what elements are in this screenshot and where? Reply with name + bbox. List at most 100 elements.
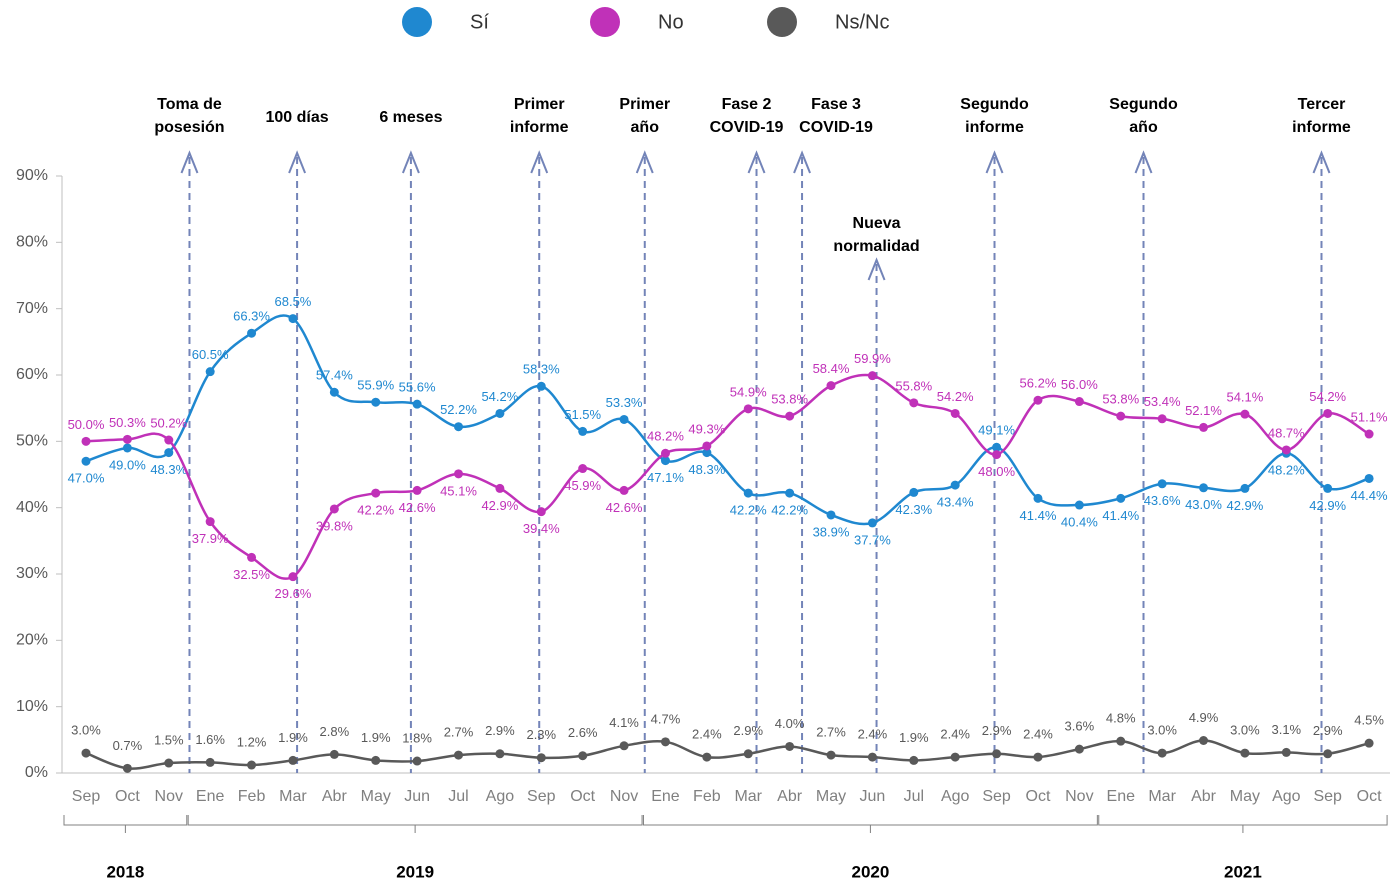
- data-label: 43.0%: [1185, 497, 1222, 512]
- data-point: [867, 371, 877, 381]
- data-point: [122, 443, 132, 453]
- data-point: [1281, 445, 1291, 455]
- data-point: [329, 504, 339, 514]
- data-label: 54.2%: [937, 389, 974, 404]
- year-bracket: [187, 815, 643, 833]
- data-label: 2.3%: [526, 727, 556, 742]
- x-tick-label: Oct: [570, 788, 595, 805]
- data-label: 50.2%: [150, 415, 187, 430]
- data-label: 48.3%: [150, 462, 187, 477]
- data-point: [81, 456, 91, 466]
- data-point: [578, 426, 588, 436]
- data-label: 2.9%: [982, 723, 1012, 738]
- data-point: [1323, 483, 1333, 493]
- y-tick-label: 90%: [16, 167, 48, 184]
- data-point: [247, 328, 257, 338]
- data-point: [329, 387, 339, 397]
- legend-marker: [402, 7, 432, 37]
- x-tick-label: Oct: [1357, 788, 1382, 805]
- arrow-head: [288, 150, 307, 174]
- annotation: Primer: [619, 96, 670, 113]
- x-tick-label: Ene: [196, 788, 225, 805]
- data-label: 53.8%: [771, 392, 808, 407]
- data-label: 1.2%: [237, 734, 267, 749]
- data-label: 0.7%: [113, 738, 143, 753]
- data-label: 54.2%: [1309, 389, 1346, 404]
- y-tick-label: 60%: [16, 366, 48, 383]
- data-point: [1157, 414, 1167, 424]
- annotation: Fase 2: [722, 96, 772, 113]
- x-tick-label: Jul: [904, 788, 924, 805]
- annotation: Segundo: [1109, 96, 1178, 113]
- data-point: [288, 314, 298, 324]
- annotation: COVID-19: [710, 119, 784, 136]
- year-bracket: [63, 815, 188, 833]
- data-point: [495, 483, 505, 493]
- data-point: [247, 552, 257, 562]
- data-label: 41.4%: [1020, 508, 1057, 523]
- annotation: Segundo: [960, 96, 1029, 113]
- annotation: Primer: [514, 96, 565, 113]
- annotation: posesión: [154, 119, 224, 136]
- data-point: [785, 488, 795, 498]
- x-tick-label: Sep: [1313, 788, 1342, 805]
- x-tick-label: Ene: [651, 788, 680, 805]
- data-label: 2.9%: [485, 723, 515, 738]
- data-point: [619, 485, 629, 495]
- y-tick-label: 30%: [16, 565, 48, 582]
- data-point: [1281, 747, 1291, 757]
- data-label: 56.0%: [1061, 377, 1098, 392]
- data-point: [1033, 493, 1043, 503]
- data-label: 43.4%: [937, 495, 974, 510]
- data-point: [1074, 744, 1084, 754]
- x-tick-label: Jul: [448, 788, 468, 805]
- data-point: [660, 737, 670, 747]
- data-point: [205, 367, 215, 377]
- data-point: [1074, 397, 1084, 407]
- data-label: 2.4%: [692, 727, 722, 742]
- data-point: [1033, 752, 1043, 762]
- data-label: 48.3%: [688, 462, 725, 477]
- x-tick-label: Ago: [941, 788, 970, 805]
- x-tick-label: Mar: [734, 788, 762, 805]
- data-label: 53.4%: [1144, 394, 1181, 409]
- data-point: [122, 434, 132, 444]
- data-point: [702, 448, 712, 458]
- data-label: 3.0%: [1230, 723, 1260, 738]
- data-point: [454, 422, 464, 432]
- data-label: 40.4%: [1061, 514, 1098, 529]
- data-label: 57.4%: [316, 368, 353, 383]
- legend-label: Ns/Nc: [835, 11, 889, 33]
- data-point: [1157, 748, 1167, 758]
- data-point: [371, 755, 381, 765]
- data-label: 42.9%: [1226, 498, 1263, 513]
- x-tick-label: Mar: [1148, 788, 1176, 805]
- data-label: 51.5%: [564, 407, 601, 422]
- data-label: 41.4%: [1102, 508, 1139, 523]
- data-point: [826, 510, 836, 520]
- data-label: 53.3%: [606, 395, 643, 410]
- data-point: [1199, 735, 1209, 745]
- legend-marker: [767, 7, 797, 37]
- data-label: 4.1%: [609, 715, 639, 730]
- data-point: [785, 741, 795, 751]
- data-point: [1157, 479, 1167, 489]
- year-bracket: [1098, 815, 1388, 833]
- data-label: 2.9%: [1313, 723, 1343, 738]
- data-label: 2.8%: [320, 724, 350, 739]
- year-label: 2020: [851, 862, 889, 881]
- data-label: 48.7%: [1268, 425, 1305, 440]
- data-label: 55.8%: [895, 378, 932, 393]
- data-label: 45.9%: [564, 478, 601, 493]
- data-point: [743, 749, 753, 759]
- arrow-head: [180, 150, 199, 174]
- data-point: [454, 750, 464, 760]
- data-label: 52.1%: [1185, 403, 1222, 418]
- data-point: [412, 399, 422, 409]
- data-label: 42.2%: [357, 503, 394, 518]
- data-label: 4.5%: [1354, 713, 1384, 728]
- data-point: [164, 435, 174, 445]
- y-tick-label: 40%: [16, 499, 48, 516]
- data-point: [743, 488, 753, 498]
